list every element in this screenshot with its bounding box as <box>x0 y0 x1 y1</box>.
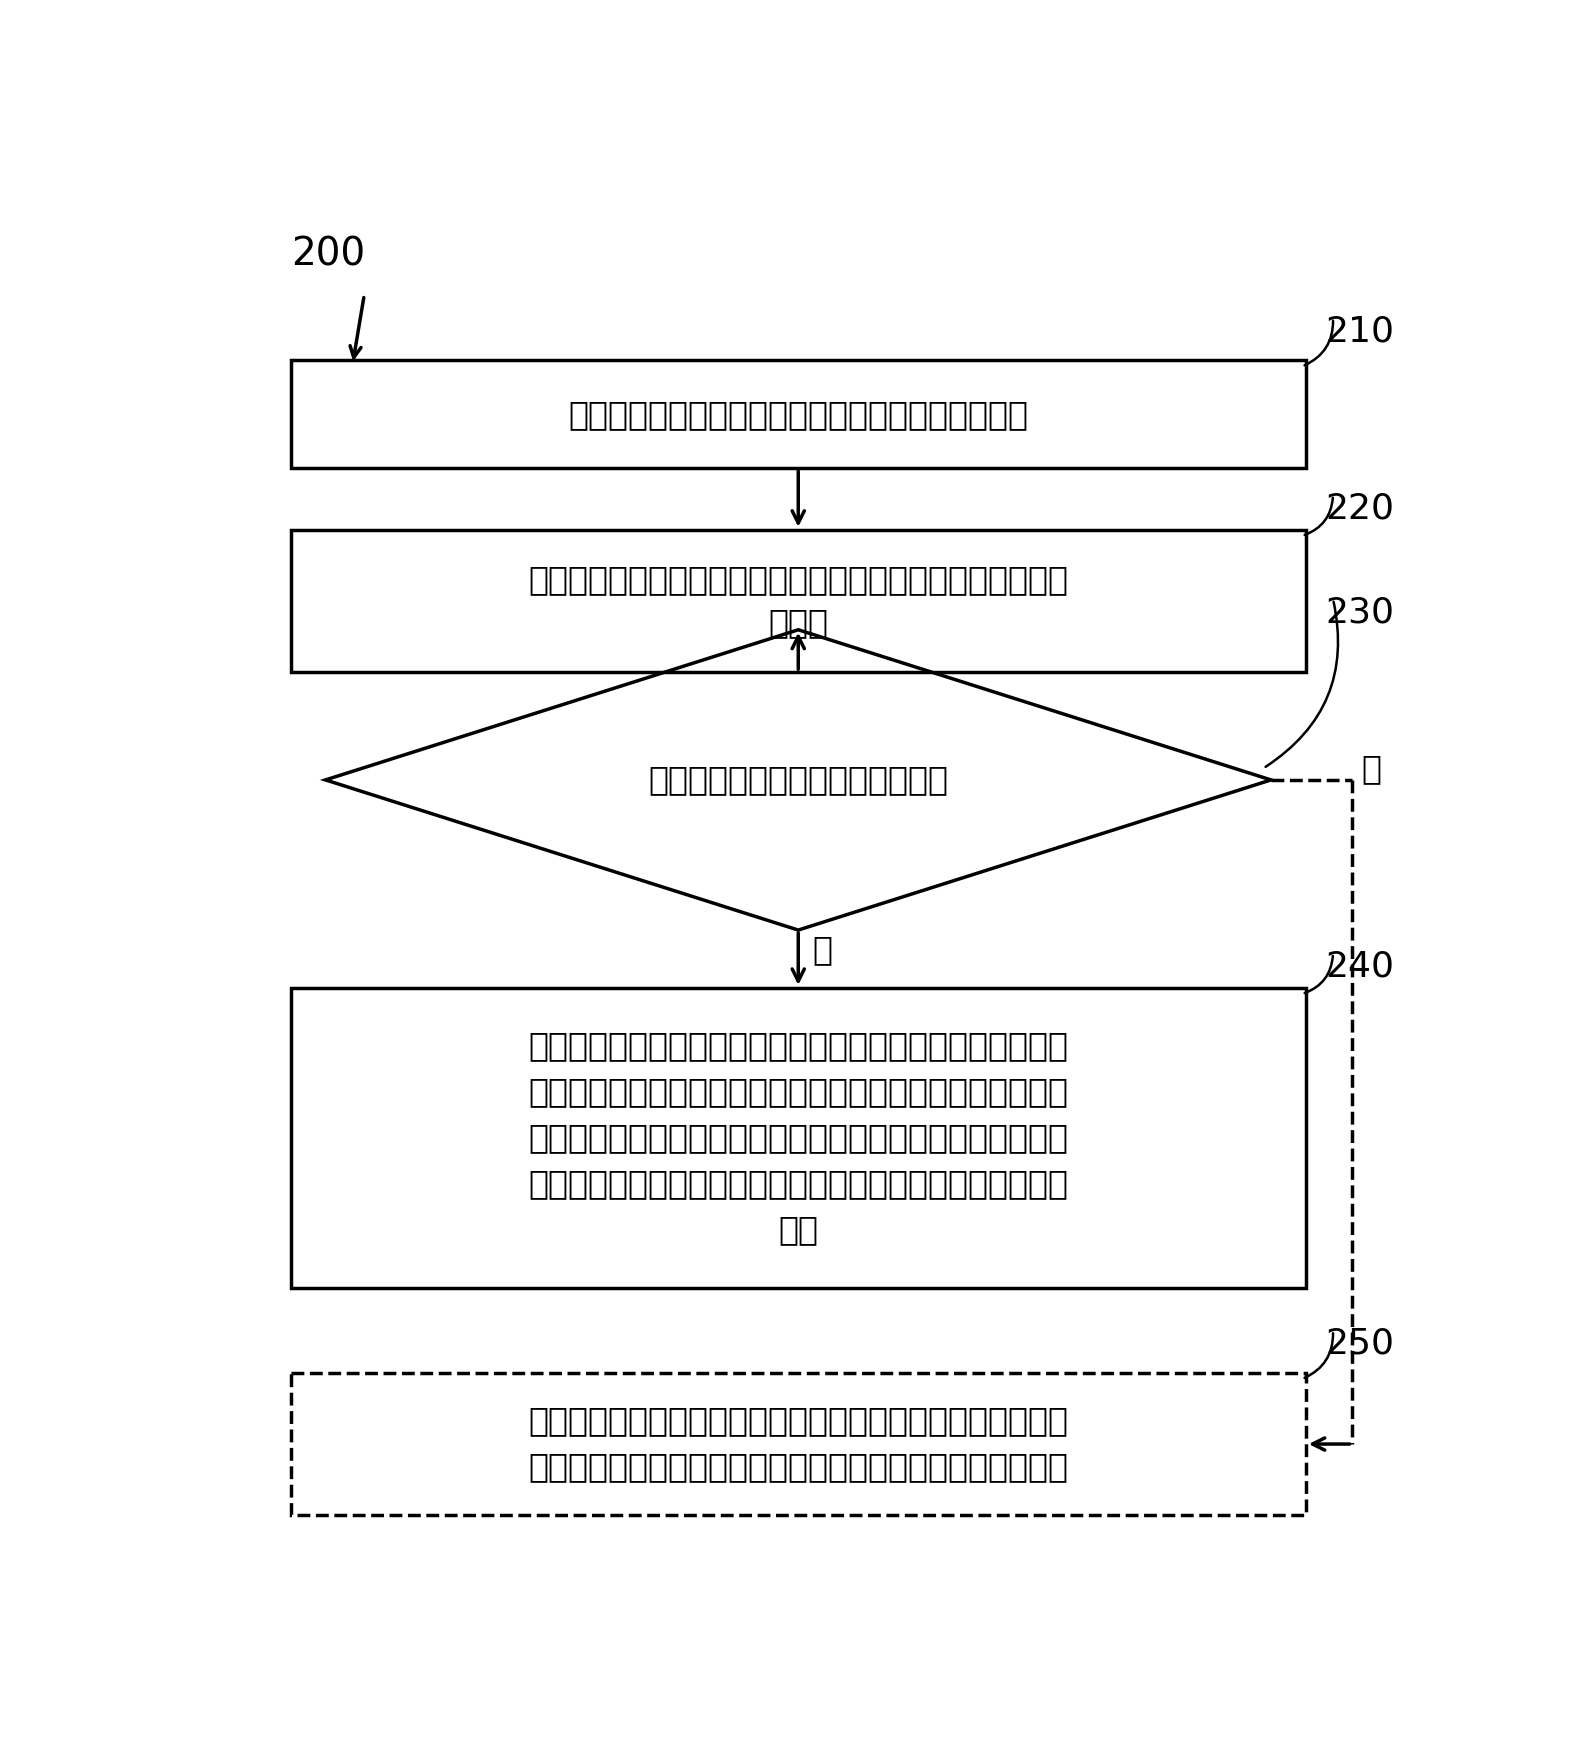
Text: 响应于第一打击程度达到虚拟对象的第一打击阀值，控制虚拟
对象在虚拟环境中执行第一动作，第一打击阀值至少基于虚拟
对象的目标类型和虚拟对象在预设时段内的历史受击情: 响应于第一打击程度达到虚拟对象的第一打击阀值，控制虚拟 对象在虚拟环境中执行第一… <box>528 1030 1069 1247</box>
Bar <box>291 1373 1306 1515</box>
Text: 220: 220 <box>1325 492 1394 525</box>
Text: 第一打击程度达到第一打击阀值？: 第一打击程度达到第一打击阀值？ <box>648 763 949 797</box>
Text: 230: 230 <box>1325 595 1394 629</box>
Text: 接收在虚拟环境中利用虚拟道具打击虚拟对象的请求: 接收在虚拟环境中利用虚拟道具打击虚拟对象的请求 <box>568 397 1028 431</box>
Text: 240: 240 <box>1325 949 1394 984</box>
Text: 是: 是 <box>813 933 832 967</box>
Text: 210: 210 <box>1325 313 1394 348</box>
Bar <box>291 988 1306 1289</box>
Text: 250: 250 <box>1325 1327 1394 1361</box>
Bar <box>291 529 1306 672</box>
Text: 否: 否 <box>1361 751 1382 784</box>
Text: 基于虚拟道具的道具类型，确定虚拟道具对虚拟对象的第一打
击程度: 基于虚拟道具的道具类型，确定虚拟道具对虚拟对象的第一打 击程度 <box>528 562 1069 639</box>
Text: 200: 200 <box>291 236 365 273</box>
Text: 响应于第一打击程度未达到虚拟对象的第一打击阀值，控制虚
拟对象在虚拟环境中执行第二动作，第二动作与第一动作不同: 响应于第一打击程度未达到虚拟对象的第一打击阀值，控制虚 拟对象在虚拟环境中执行第… <box>528 1404 1069 1483</box>
Bar <box>291 361 1306 468</box>
